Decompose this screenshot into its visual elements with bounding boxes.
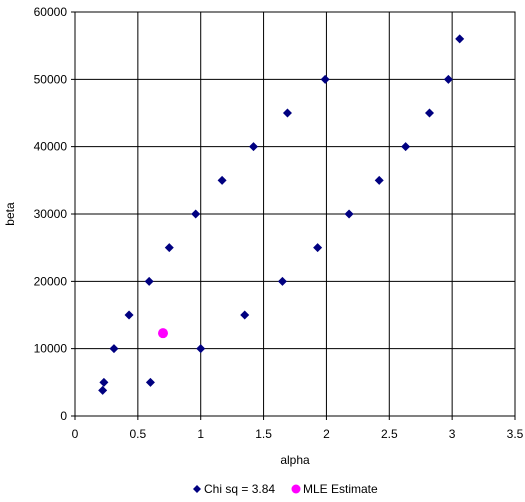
x-tick-label: 2.5 <box>381 427 398 441</box>
data-point <box>282 108 292 118</box>
x-tick-label: 3.5 <box>507 427 524 441</box>
data-point <box>313 243 323 253</box>
mle-point <box>158 328 168 339</box>
grid-lines <box>71 11 516 420</box>
y-tick-label: 10000 <box>34 342 68 356</box>
x-tick-label: 2 <box>323 427 330 441</box>
x-tick-labels: 0 0.5 1 1.5 2 2.5 3 3.5 <box>72 427 524 441</box>
x-axis-title: alpha <box>280 453 310 467</box>
data-point <box>374 175 384 185</box>
y-tick-label: 0 <box>60 409 67 423</box>
y-tick-label: 50000 <box>34 72 68 86</box>
x-tick-label: 3 <box>449 427 456 441</box>
y-axis-title: beta <box>3 202 17 226</box>
data-point <box>443 74 453 84</box>
data-point <box>164 243 174 253</box>
data-point <box>425 108 435 118</box>
y-tick-label: 60000 <box>34 5 68 19</box>
x-tick-label: 0 <box>72 427 79 441</box>
data-point <box>277 276 287 286</box>
plot-area <box>74 11 516 417</box>
data-point <box>196 344 206 354</box>
legend-label-chi-sq: Chi sq = 3.84 <box>204 482 275 496</box>
data-point <box>217 175 227 185</box>
data-point <box>99 377 109 387</box>
data-point <box>109 344 119 354</box>
data-point <box>320 74 330 84</box>
data-point <box>144 276 154 286</box>
data-points <box>98 34 465 395</box>
data-point <box>191 209 201 219</box>
data-point <box>344 209 354 219</box>
legend-label-mle: MLE Estimate <box>303 482 378 496</box>
y-tick-label: 20000 <box>34 274 68 288</box>
data-point <box>401 142 411 152</box>
y-tick-label: 30000 <box>34 207 68 221</box>
data-point <box>124 310 134 320</box>
legend-marker-mle <box>291 484 301 494</box>
y-tick-labels: 0 10000 20000 30000 40000 50000 60000 <box>34 5 68 423</box>
data-point <box>249 142 259 152</box>
x-tick-label: 1.5 <box>255 427 272 441</box>
y-tick-label: 40000 <box>34 140 68 154</box>
data-point <box>98 385 108 395</box>
x-tick-label: 1 <box>197 427 204 441</box>
legend: Chi sq = 3.84 MLE Estimate <box>193 482 378 496</box>
data-point <box>145 377 155 387</box>
x-tick-label: 0.5 <box>130 427 147 441</box>
data-point <box>240 310 250 320</box>
data-point <box>455 34 465 44</box>
legend-marker-chi-sq <box>193 485 201 493</box>
